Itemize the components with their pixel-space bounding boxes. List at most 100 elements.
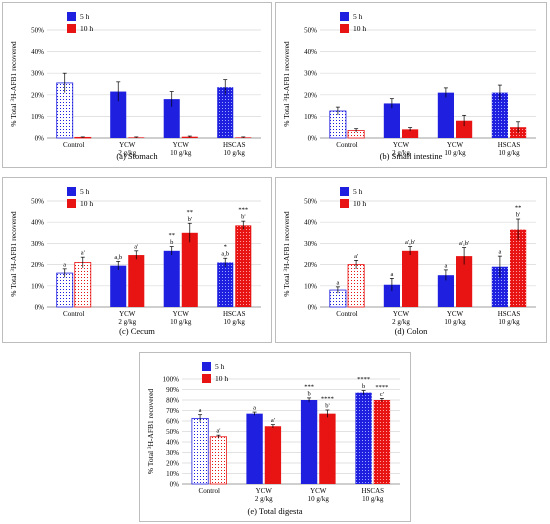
legend-label: 5 h: [80, 186, 90, 196]
legend: 5 h 10 h: [340, 10, 366, 34]
y-axis-label-sup: 3: [284, 99, 289, 102]
y-tick-label: 50%: [166, 428, 179, 436]
legend-swatch-5h: [67, 11, 76, 21]
bar-5h: [383, 103, 400, 138]
y-tick-label: 0%: [308, 304, 318, 312]
x-tick-sublabel: 10 g/kg: [224, 149, 246, 157]
x-tick-label: YCW: [393, 141, 410, 149]
x-tick-sublabel: 10 g/kg: [498, 149, 520, 157]
y-tick-label: 20%: [31, 91, 44, 99]
x-tick-sublabel: 2 g/kg: [118, 149, 136, 157]
y-tick-label: 60%: [166, 418, 179, 426]
chart-small-intestine: 0% 10% 20% 30% 40% 50% % Total 3H-AFB1 recover…: [282, 27, 536, 157]
bar-5h: [491, 266, 508, 307]
bar-5h: [217, 87, 234, 138]
legend-swatch-5h: [202, 361, 211, 371]
significance-label: a': [216, 428, 220, 435]
x-tick-sublabel: 10 g/kg: [308, 495, 330, 503]
bar-10h: [373, 400, 391, 484]
significance-label: a: [336, 279, 339, 286]
y-tick-label: 10%: [166, 470, 179, 478]
y-axis-label-part: H-AFB1 recovered: [9, 41, 18, 99]
legend-swatch-5h: [340, 186, 349, 196]
x-tick-sublabel: 10 g/kg: [444, 149, 466, 157]
bar-10h: [402, 129, 419, 138]
y-axis-label-part: H-AFB1 recovered: [282, 211, 291, 269]
legend-item-5h: 5 h: [67, 10, 93, 22]
x-tick-sublabel: 2 g/kg: [392, 318, 410, 326]
legend-item-10h: 10 h: [340, 197, 366, 209]
legend: 5 h 10 h: [340, 185, 366, 209]
bar-5h: [246, 413, 263, 484]
significance-label: ****: [357, 376, 370, 383]
bar-10h: [209, 436, 228, 485]
legend-label: 10 h: [80, 198, 94, 208]
x-tick-sublabel: 2 g/kg: [118, 318, 136, 326]
significance-label: a,b: [114, 254, 122, 261]
y-tick-label: 50%: [304, 198, 317, 206]
y-axis-label-part: % Total: [282, 102, 291, 127]
y-tick-label: 10%: [304, 282, 317, 290]
y-tick-label: 0%: [170, 481, 180, 489]
x-tick-label: YCW: [393, 310, 410, 318]
significance-label: a',b': [459, 240, 469, 247]
bar-5h: [163, 99, 180, 138]
bar-10h: [347, 264, 365, 308]
y-axis-label-sup: 3: [148, 446, 153, 449]
x-tick-label: Control: [199, 487, 220, 495]
y-axis-label-part: % Total: [9, 102, 18, 127]
bar-10h: [264, 426, 282, 484]
y-axis-label: % Total 3H-AFB1 recovered: [9, 211, 18, 297]
y-axis-label-sup: 3: [11, 269, 16, 272]
bar-5h: [437, 275, 454, 307]
x-tick-sublabel: 10 g/kg: [170, 318, 192, 326]
legend-swatch-10h: [67, 198, 76, 208]
bar-5h: [355, 392, 372, 484]
y-tick-label: 30%: [31, 240, 44, 248]
y-tick-label: 80%: [166, 397, 179, 405]
legend-item-10h: 10 h: [67, 22, 93, 34]
legend-label: 5 h: [215, 361, 225, 371]
x-tick-label: YCW: [447, 141, 464, 149]
x-tick-label: YCW: [447, 310, 464, 318]
significance-label: b: [362, 383, 365, 390]
y-tick-label: 90%: [166, 386, 179, 394]
significance-label: b': [325, 402, 329, 409]
x-tick-sublabel: 10 g/kg: [224, 318, 246, 326]
x-tick-sublabel: 10 g/kg: [444, 318, 466, 326]
bar-5h: [217, 262, 234, 307]
y-axis-label-sup: 3: [11, 99, 16, 102]
significance-label: b: [307, 390, 310, 397]
significance-label: a',b': [405, 239, 415, 246]
x-tick-label: YCW: [173, 141, 190, 149]
x-tick-label: YCW: [119, 310, 136, 318]
chart-total-digesta: 0% 10% 20% 30% 40% 50% 60% 70% 80% 90% 100% % Total…: [146, 376, 400, 503]
significance-label: a': [354, 253, 358, 260]
legend-swatch-5h: [340, 11, 349, 21]
y-tick-label: 40%: [304, 48, 317, 56]
bar-10h: [235, 225, 252, 307]
y-tick-label: 30%: [304, 240, 317, 248]
y-axis-label-part: H-AFB1 recovered: [146, 389, 155, 447]
legend-swatch-10h: [67, 23, 76, 33]
bar-5h: [191, 417, 209, 485]
significance-label: ****: [321, 395, 334, 402]
x-tick-label: Control: [336, 310, 357, 318]
significance-label: **: [168, 232, 175, 239]
x-tick-sublabel: 10 g/kg: [170, 149, 192, 157]
x-tick-label: Control: [63, 141, 84, 149]
x-tick-label: Control: [63, 310, 84, 318]
chart-colon: 0% 10% 20% 30% 40% 50% % Total 3H-AFB1 recover…: [282, 198, 536, 326]
x-tick-label: Control: [336, 141, 357, 149]
significance-label: a: [253, 405, 256, 412]
panel-small-intestine: 0% 10% 20% 30% 40% 50% % Total 3H-AFB1 recover…: [275, 2, 547, 168]
bar-5h: [491, 92, 508, 138]
significance-label: a: [444, 262, 447, 269]
legend-item-10h: 10 h: [202, 372, 228, 384]
significance-label: ****: [375, 384, 388, 391]
bar-10h: [456, 256, 473, 307]
x-tick-label: YCW: [310, 487, 327, 495]
significance-label: a: [390, 271, 393, 278]
x-tick-label: YCW: [173, 310, 190, 318]
bar-5h: [110, 265, 127, 307]
